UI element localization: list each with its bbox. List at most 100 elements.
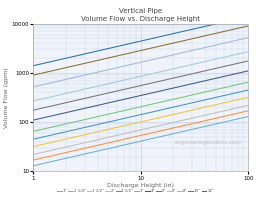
3"	[159, 101, 162, 103]
5"	[32, 109, 35, 111]
1 1/2"	[163, 123, 166, 125]
10"	[32, 74, 35, 76]
1"	[227, 120, 230, 122]
1 1/2"	[227, 109, 230, 111]
Line: 8": 8"	[33, 38, 248, 87]
Line: 1": 1"	[33, 117, 248, 166]
2 1/2"	[213, 97, 216, 99]
2 1/2"	[159, 109, 162, 111]
3"	[33, 130, 36, 132]
2"	[227, 101, 230, 103]
Line: 4": 4"	[33, 71, 248, 120]
8"	[213, 44, 216, 46]
8"	[33, 85, 36, 88]
1 1/2"	[33, 153, 36, 156]
5"	[163, 79, 166, 81]
Line: 10": 10"	[33, 26, 248, 75]
Line: 2": 2"	[33, 97, 248, 147]
2"	[247, 96, 250, 98]
12"	[163, 34, 166, 37]
4"	[32, 119, 35, 121]
1 1/4"	[213, 117, 216, 120]
8"	[163, 56, 166, 58]
1 1/2"	[213, 112, 216, 114]
2 1/2"	[247, 89, 250, 91]
12"	[32, 64, 35, 67]
1 1/2"	[159, 124, 162, 126]
3"	[163, 100, 166, 102]
5"	[33, 109, 36, 111]
10"	[213, 33, 216, 35]
1 1/2"	[32, 153, 35, 156]
12"	[33, 64, 36, 67]
12"	[247, 15, 250, 18]
12"	[159, 35, 162, 38]
3"	[227, 85, 230, 88]
8"	[227, 41, 230, 43]
2 1/2"	[32, 138, 35, 140]
X-axis label: Discharge Height (in): Discharge Height (in)	[107, 183, 174, 188]
1"	[33, 164, 36, 167]
5"	[213, 68, 216, 70]
3"	[32, 130, 35, 133]
6"	[33, 99, 36, 102]
Title: Vertical Pipe
Volume Flow vs. Discharge Height: Vertical Pipe Volume Flow vs. Discharge …	[81, 8, 200, 22]
6"	[213, 58, 216, 60]
1"	[213, 123, 216, 125]
1"	[163, 135, 166, 137]
10"	[159, 45, 162, 47]
6"	[159, 71, 162, 73]
Line: 5": 5"	[33, 61, 248, 110]
4"	[163, 89, 166, 91]
4"	[160, 90, 163, 92]
5"	[159, 80, 162, 82]
2"	[32, 145, 35, 148]
6"	[32, 100, 35, 102]
12"	[227, 20, 230, 22]
3"	[247, 81, 250, 83]
Line: 12": 12"	[33, 16, 248, 66]
8"	[160, 56, 163, 59]
2 1/2"	[227, 93, 230, 96]
8"	[247, 36, 250, 39]
12"	[160, 35, 163, 38]
8"	[159, 57, 162, 59]
Line: 1 1/4": 1 1/4"	[33, 111, 248, 160]
Text: engineeringtoolbox.com: engineeringtoolbox.com	[175, 140, 242, 145]
1"	[247, 115, 250, 118]
4"	[213, 77, 216, 80]
3"	[160, 101, 163, 103]
10"	[163, 44, 166, 46]
2"	[159, 116, 162, 119]
1 1/4"	[33, 159, 36, 161]
3"	[213, 89, 216, 91]
1 1/4"	[159, 130, 162, 132]
1 1/2"	[247, 104, 250, 106]
1 1/4"	[163, 129, 166, 131]
4"	[227, 74, 230, 77]
Y-axis label: Volume Flow (gpm): Volume Flow (gpm)	[4, 67, 9, 128]
2"	[213, 104, 216, 106]
1 1/4"	[160, 130, 163, 132]
5"	[247, 60, 250, 62]
4"	[247, 70, 250, 72]
Line: 2 1/2": 2 1/2"	[33, 90, 248, 139]
2"	[33, 145, 36, 148]
1 1/4"	[247, 110, 250, 112]
1 1/4"	[227, 114, 230, 117]
1 1/2"	[160, 124, 163, 126]
6"	[163, 70, 166, 72]
Legend: 1", 1 1/4", 1 1/2", 2", 2 1/2", 3", 4", 5", 6", 8", 10", 12": 1", 1 1/4", 1 1/2", 2", 2 1/2", 3", 4", …	[56, 188, 216, 195]
8"	[32, 86, 35, 88]
1 1/4"	[32, 159, 35, 161]
6"	[227, 55, 230, 58]
2 1/2"	[160, 109, 163, 111]
5"	[227, 64, 230, 67]
Line: 6": 6"	[33, 52, 248, 101]
4"	[33, 119, 36, 121]
10"	[33, 74, 36, 76]
10"	[247, 25, 250, 27]
10"	[160, 45, 163, 47]
Line: 3": 3"	[33, 82, 248, 131]
2 1/2"	[163, 108, 166, 110]
